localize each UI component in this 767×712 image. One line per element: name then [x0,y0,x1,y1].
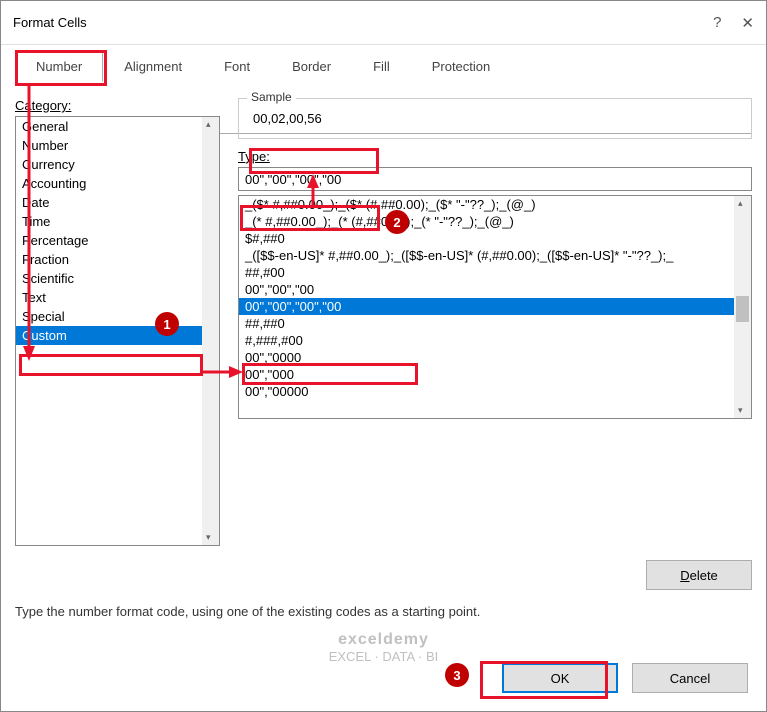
cat-custom[interactable]: Custom [16,326,219,345]
tab-protection[interactable]: Protection [411,51,512,82]
code-item[interactable]: 00","000 [239,366,751,383]
category-label: Category: [15,98,220,113]
tab-font[interactable]: Font [203,51,271,82]
type-label: Type: [238,149,752,164]
cat-text[interactable]: Text [16,288,219,307]
cat-special[interactable]: Special [16,307,219,326]
format-cells-dialog: Format Cells ? ✕ Number Alignment Font B… [0,0,767,712]
category-list[interactable]: General Number Currency Accounting Date … [15,116,220,546]
tab-number[interactable]: Number [15,51,103,82]
cat-number[interactable]: Number [16,136,219,155]
code-item[interactable]: #,###,#00 [239,332,751,349]
sample-label: Sample [247,90,296,104]
tab-fill[interactable]: Fill [352,51,411,82]
window-title: Format Cells [13,15,87,30]
cat-time[interactable]: Time [16,212,219,231]
cat-general[interactable]: General [16,117,219,136]
code-item[interactable]: _([$$-en-US]* #,##0.00_);_([$$-en-US]* (… [239,247,751,264]
tabstrip: Number Alignment Font Border Fill Protec… [15,51,752,82]
codelist-scroll-thumb[interactable] [736,296,749,322]
ok-button[interactable]: OK [502,663,618,693]
callout-3: 3 [445,663,469,687]
delete-button[interactable]: Delete [646,560,752,590]
titlebar: Format Cells ? ✕ [1,1,766,45]
cat-scientific[interactable]: Scientific [16,269,219,288]
format-code-list[interactable]: _($* #,##0.00_);_($* (#,##0.00);_($* "-"… [238,195,752,419]
code-item[interactable]: ##,##0 [239,315,751,332]
code-item[interactable]: 00","00000 [239,383,751,400]
cat-fraction[interactable]: Fraction [16,250,219,269]
sample-fieldset: Sample 00,02,00,56 [238,98,752,139]
cat-date[interactable]: Date [16,193,219,212]
code-item[interactable]: ##,#00 [239,264,751,281]
code-item[interactable]: $#,##0 [239,230,751,247]
cat-currency[interactable]: Currency [16,155,219,174]
code-item[interactable]: 00","00","00 [239,281,751,298]
help-button[interactable]: ? [713,14,721,31]
hint-text: Type the number format code, using one o… [15,604,752,619]
code-item[interactable]: _(* #,##0.00_);_(* (#,##0.00);_(* "-"??_… [239,213,751,230]
code-item[interactable]: _($* #,##0.00_);_($* (#,##0.00);_($* "-"… [239,196,751,213]
cat-percentage[interactable]: Percentage [16,231,219,250]
tab-alignment[interactable]: Alignment [103,51,203,82]
cancel-button[interactable]: Cancel [632,663,748,693]
category-scrollbar[interactable] [202,117,219,545]
tab-border[interactable]: Border [271,51,352,82]
code-item-selected[interactable]: 00","00","00","00 [239,298,751,315]
code-item[interactable]: 00","0000 [239,349,751,366]
close-button[interactable]: ✕ [741,14,754,32]
watermark: exceldemy EXCEL · DATA · BI [329,630,439,665]
sample-value: 00,02,00,56 [249,109,326,128]
cat-accounting[interactable]: Accounting [16,174,219,193]
type-input[interactable] [238,167,752,191]
